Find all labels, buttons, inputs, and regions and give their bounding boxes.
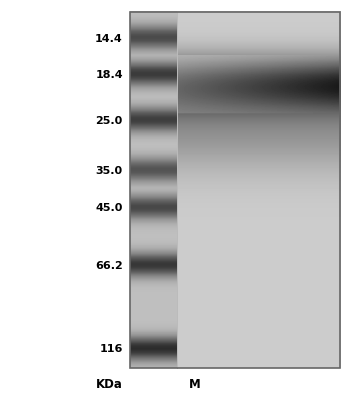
Text: 18.4: 18.4 — [95, 70, 123, 80]
Bar — [130, 12, 340, 368]
Text: 116: 116 — [99, 344, 123, 354]
Text: KDa: KDa — [96, 378, 123, 390]
Text: 45.0: 45.0 — [95, 203, 123, 213]
Text: 66.2: 66.2 — [95, 261, 123, 271]
Text: 25.0: 25.0 — [95, 116, 123, 126]
Text: M: M — [189, 378, 201, 390]
Text: 35.0: 35.0 — [96, 166, 123, 176]
Text: 14.4: 14.4 — [95, 34, 123, 44]
